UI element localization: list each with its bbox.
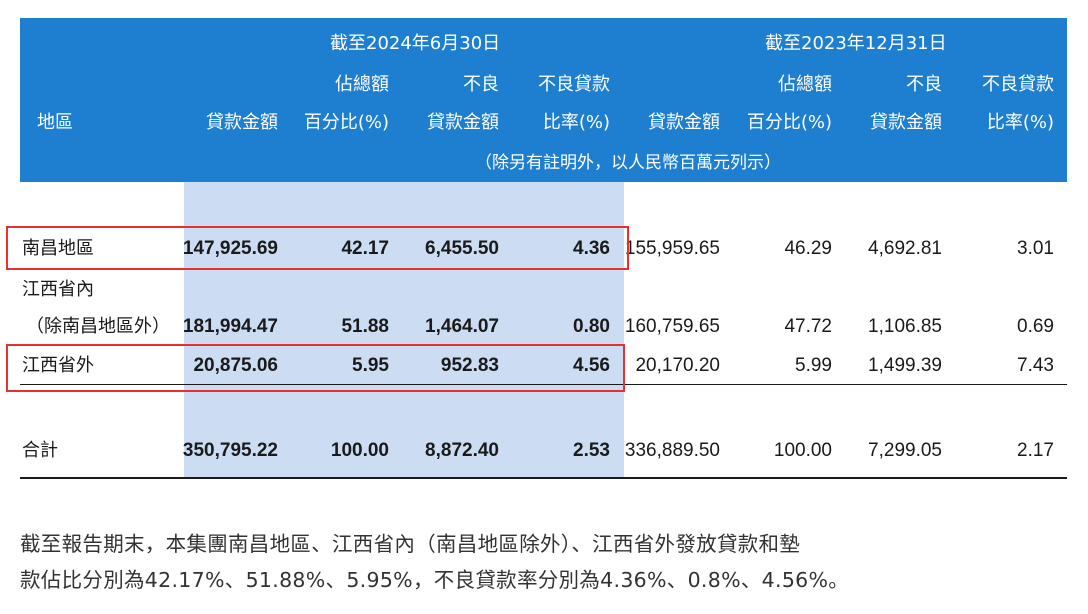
table-cell: 0.69 <box>1017 316 1054 337</box>
summary-text-line1: 截至報告期末，本集團南昌地區、江西省內（南昌地區除外）、江西省外發放貸款和墊 <box>20 532 801 556</box>
table-cell: 0.80 <box>573 316 610 337</box>
table-cell: 5.99 <box>795 355 832 376</box>
loan-amount-header-2023: 貸款金額 <box>648 112 720 133</box>
table-cell: 1,464.07 <box>425 316 499 337</box>
table-cell: 160,759.65 <box>624 316 720 337</box>
table-header <box>20 18 1067 182</box>
period-2024-heading: 截至2024年6月30日 <box>330 33 501 54</box>
table-cell: 4.36 <box>573 238 610 259</box>
table-cell: 46.29 <box>784 238 832 259</box>
highlight-box-nanchang <box>6 226 629 270</box>
table-cell: 47.72 <box>784 316 832 337</box>
table-cell: 1,106.85 <box>868 316 942 337</box>
table-cell: 20,170.20 <box>635 355 720 376</box>
table-cell: 100.00 <box>330 440 389 461</box>
table-cell: 7.43 <box>1017 355 1054 376</box>
row-label-nanchang: 南昌地區 <box>22 238 94 259</box>
share-header-top-2024: 佔總額 <box>335 74 389 95</box>
row-label-total: 合計 <box>22 440 58 461</box>
table-cell: 952.83 <box>440 355 499 376</box>
table-cell: 4,692.81 <box>868 238 942 259</box>
table-cell: 51.88 <box>341 316 389 337</box>
table-cell: 20,875.06 <box>193 355 278 376</box>
npl-header-bottom-2024: 貸款金額 <box>427 112 499 133</box>
period-2023-heading: 截至2023年12月31日 <box>765 33 947 54</box>
share-header-bottom-2024: 百分比(%) <box>303 112 389 133</box>
table-cell: 42.17 <box>341 238 389 259</box>
region-column-header: 地區 <box>37 112 73 133</box>
row-label-jiangxi-inside: 江西省內 <box>22 279 94 300</box>
table-cell: 155,959.65 <box>624 238 720 259</box>
table-cell: 350,795.22 <box>182 440 278 461</box>
table-bottom-rule <box>20 477 1067 479</box>
table-cell: 100.00 <box>773 440 832 461</box>
share-header-bottom-2023: 百分比(%) <box>746 112 832 133</box>
table-cell: 147,925.69 <box>182 238 278 259</box>
highlight-box-jiangxi-outside <box>6 344 625 392</box>
table-cell: 336,889.50 <box>624 440 720 461</box>
table-cell: 7,299.05 <box>868 440 942 461</box>
table-cell: 2.53 <box>573 440 610 461</box>
npl-ratio-header-top-2023: 不良貸款 <box>982 74 1054 95</box>
row-label-jiangxi-outside: 江西省外 <box>22 355 94 376</box>
share-header-top-2023: 佔總額 <box>778 74 832 95</box>
npl-header-top-2023: 不良 <box>906 74 942 95</box>
summary-text-line2: 款佔比分別為42.17%、51.88%、5.95%，不良貸款率分別為4.36%、… <box>20 568 850 592</box>
table-cell: 1,499.39 <box>868 355 942 376</box>
row-label-jiangxi-inside-sub: （除南昌地區外） <box>26 316 170 337</box>
table-cell: 5.95 <box>352 355 389 376</box>
table-cell: 6,455.50 <box>425 238 499 259</box>
npl-ratio-header-bottom-2024: 比率(%) <box>542 112 610 133</box>
npl-ratio-header-bottom-2023: 比率(%) <box>986 112 1054 133</box>
table-cell: 2.17 <box>1017 440 1054 461</box>
npl-ratio-header-top-2024: 不良貸款 <box>538 74 610 95</box>
table-cell: 4.56 <box>573 355 610 376</box>
npl-header-bottom-2023: 貸款金額 <box>870 112 942 133</box>
subtotal-divider <box>20 384 1067 385</box>
table-cell: 181,994.47 <box>182 316 278 337</box>
table-cell: 8,872.40 <box>425 440 499 461</box>
npl-header-top-2024: 不良 <box>463 74 499 95</box>
unit-note: （除另有註明外，以人民幣百萬元列示） <box>475 153 781 173</box>
loan-amount-header-2024: 貸款金額 <box>206 112 278 133</box>
current-period-shading <box>184 182 624 478</box>
table-cell: 3.01 <box>1017 238 1054 259</box>
